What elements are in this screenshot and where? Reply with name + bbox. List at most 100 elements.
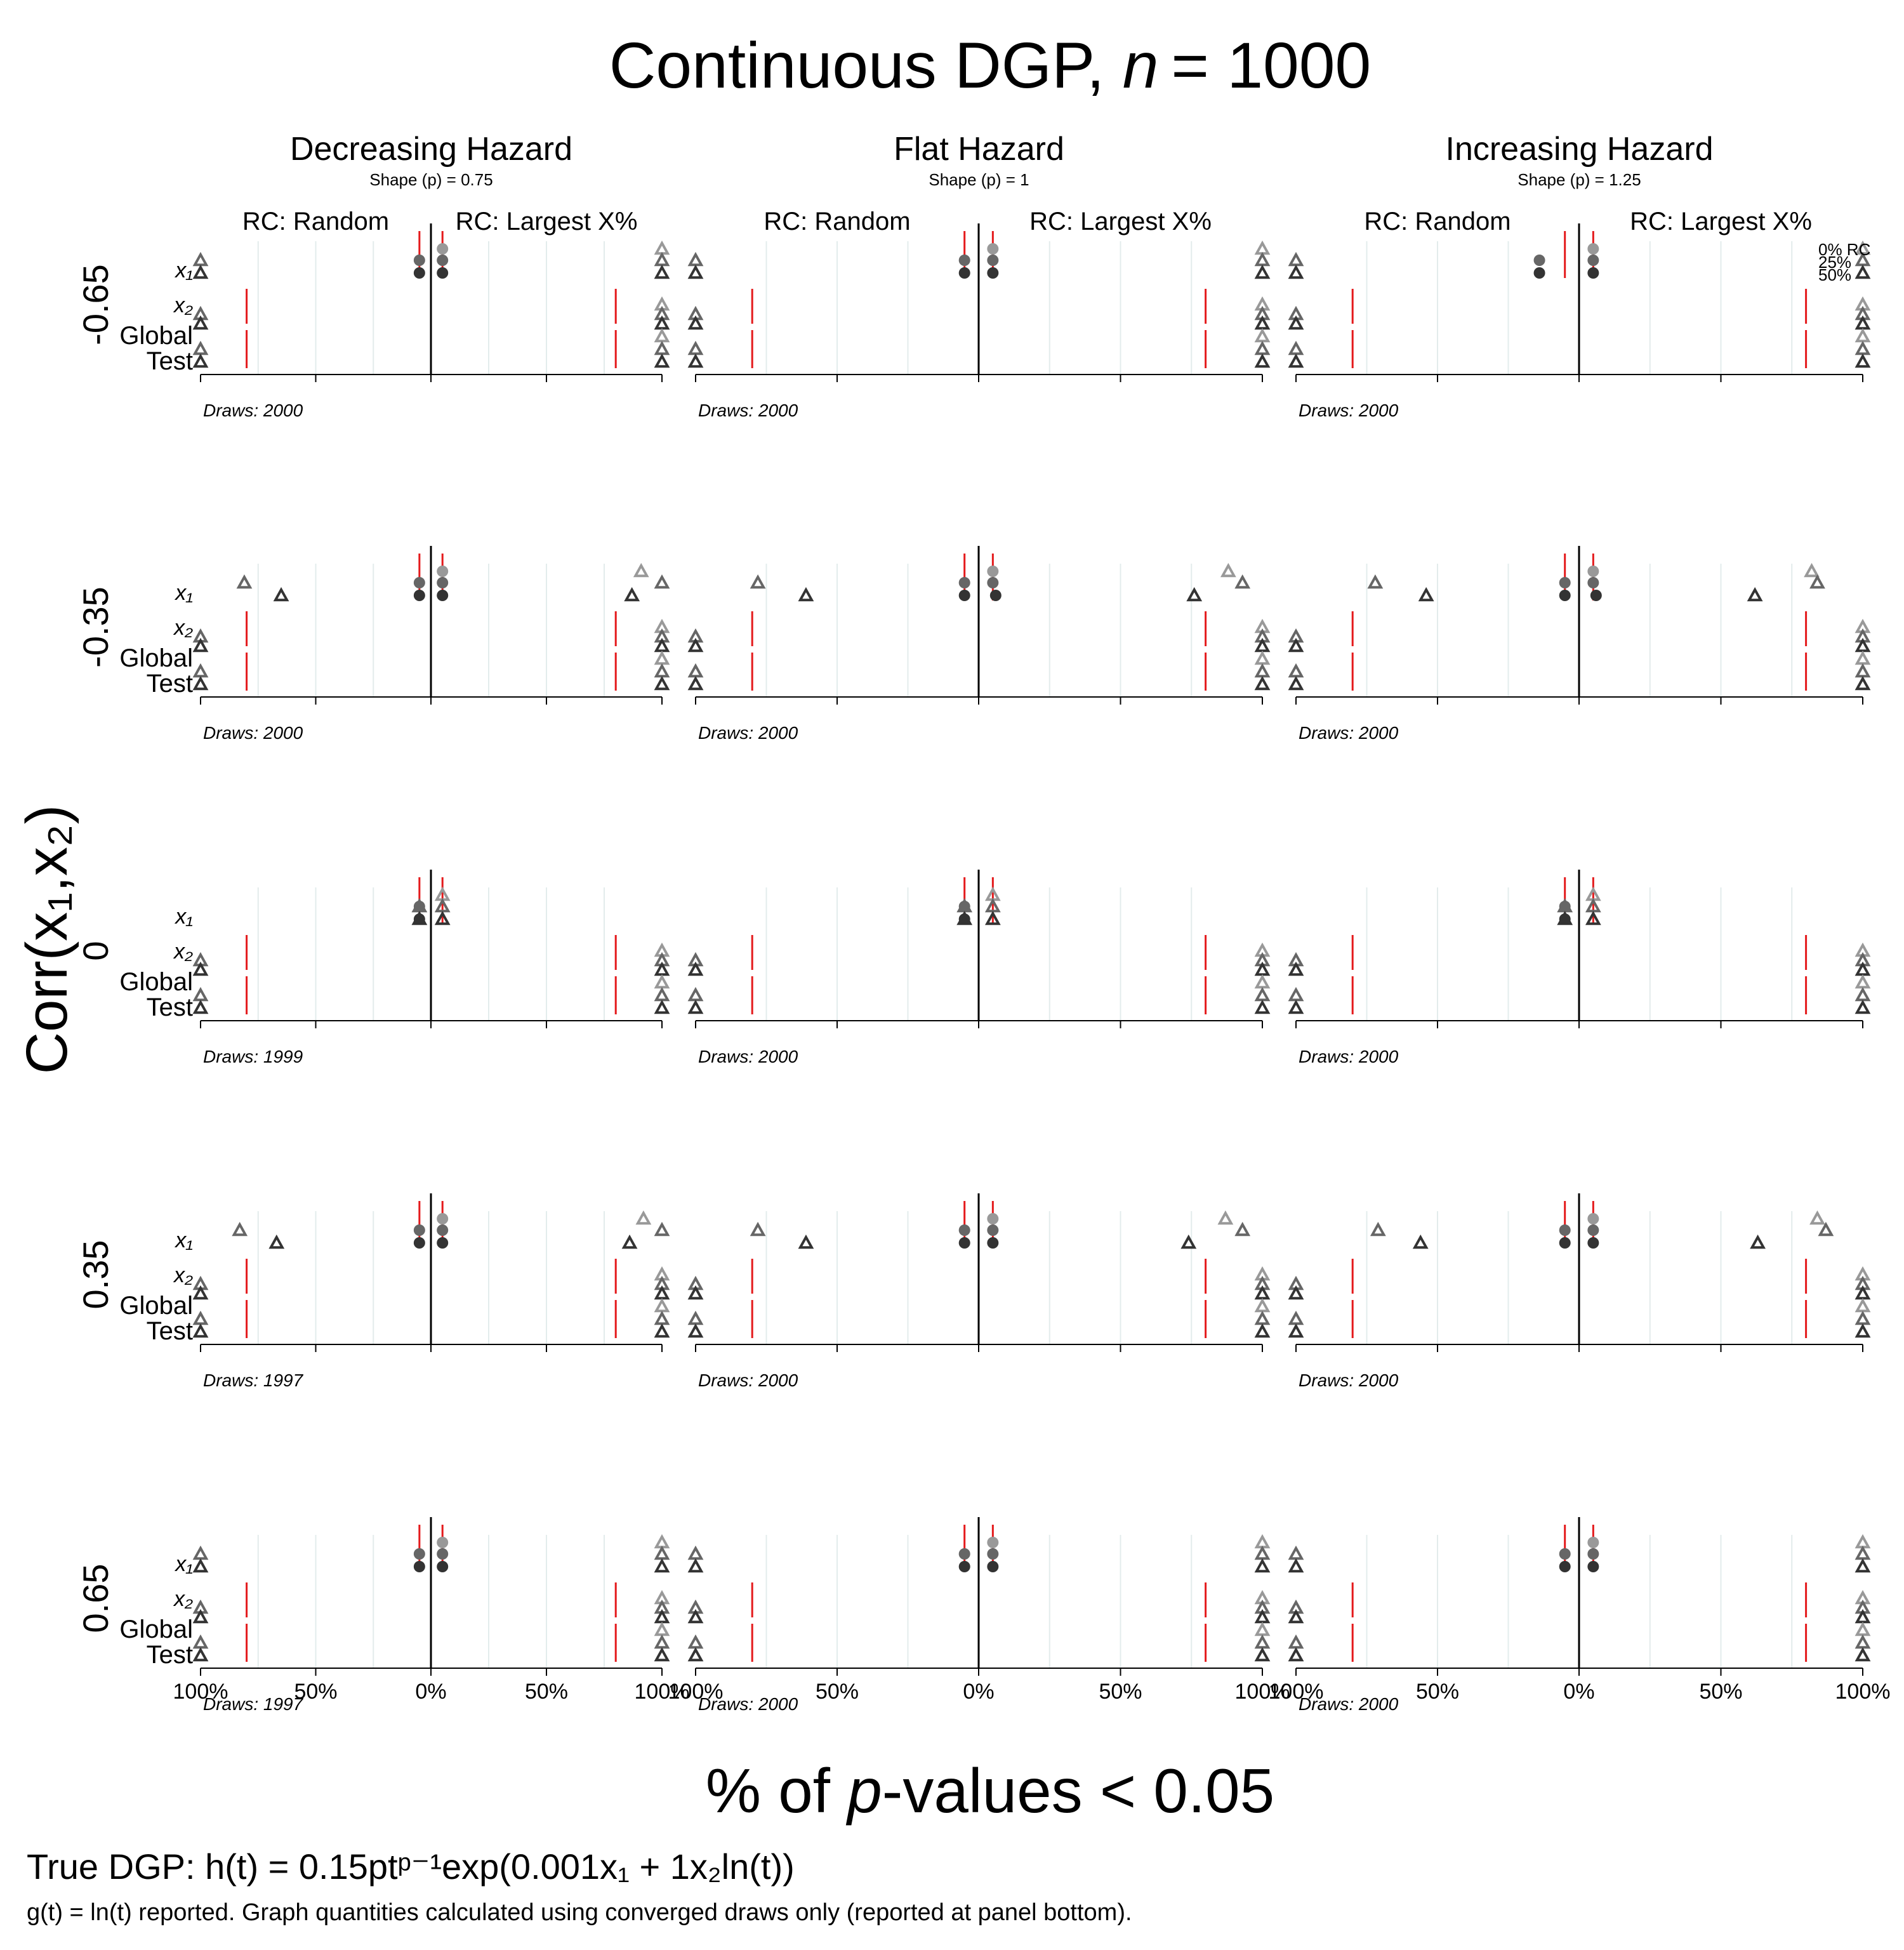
- panel: Draws: 2000: [1288, 223, 1871, 420]
- x1-point-largest: [437, 1537, 449, 1548]
- tick-label: 100%: [1835, 1680, 1891, 1704]
- row-label: Global: [119, 1615, 193, 1643]
- x2-triangle-largest: [1254, 1323, 1271, 1338]
- x2-triangle-random: [192, 1310, 209, 1325]
- x2-triangle-random: [1288, 315, 1304, 330]
- x1-point-random: [413, 1237, 425, 1249]
- x2-triangle-largest: [1254, 1634, 1271, 1649]
- footnote-note: g(t) = ln(t) reported. Graph quantities …: [27, 1899, 1132, 1926]
- x1-triangle-largest: [1254, 240, 1271, 255]
- x1-point-largest: [437, 1561, 449, 1572]
- x1-triangle-random: [232, 1221, 248, 1237]
- tick-label: 100%: [635, 1680, 690, 1704]
- x2-triangle-random: [687, 340, 704, 355]
- x1-triangle-random: [956, 910, 973, 925]
- x2-triangle-random: [192, 1323, 209, 1338]
- x1-point-largest: [987, 1213, 999, 1224]
- panel: Draws: 2000: [1288, 546, 1871, 743]
- draws-label: Draws: 2000: [698, 1047, 798, 1066]
- x1-point-largest: [1590, 590, 1602, 601]
- draws-label: Draws: 2000: [1299, 723, 1399, 743]
- x2-triangle-largest: [1854, 650, 1871, 665]
- x1-triangle-random: [687, 251, 704, 267]
- x2-triangle-random: [192, 1285, 209, 1300]
- panel: Draws: 1997: [192, 1517, 670, 1714]
- x1-point-largest: [437, 255, 449, 266]
- x2-triangle-largest: [1854, 1297, 1871, 1313]
- x1-triangle-random: [192, 264, 209, 279]
- x1-triangle-random: [798, 1234, 814, 1249]
- x1-triangle-random: [1418, 587, 1434, 602]
- tick-label: 100%: [173, 1680, 228, 1704]
- corr-value-label: -0.35: [76, 587, 116, 668]
- x2-triangle-random: [192, 353, 209, 368]
- footnote-dgp: True DGP: h(t) = 0.15ptᵖ⁻¹exp(0.001x₁ + …: [27, 1847, 795, 1887]
- x1-triangle-random: [1288, 251, 1304, 267]
- draws-label: Draws: 2000: [1299, 401, 1399, 420]
- x1-point-largest: [1587, 577, 1599, 588]
- x2-triangle-largest: [1854, 1634, 1871, 1649]
- x2-triangle-random: [687, 961, 704, 976]
- x2-triangle-random: [687, 353, 704, 368]
- row-label: x₂: [173, 616, 193, 640]
- legend-item: 25%: [1818, 253, 1851, 272]
- x1-point-largest: [987, 566, 999, 577]
- x1-triangle-random: [411, 910, 428, 925]
- draws-label: Draws: 2000: [1299, 1694, 1399, 1714]
- x1-point-random: [1559, 590, 1571, 601]
- x1-point-largest: [1587, 1561, 1599, 1572]
- x2-triangle-largest: [654, 675, 670, 691]
- x2-triangle-largest: [1254, 974, 1271, 989]
- x2-triangle-largest: [1854, 1310, 1871, 1325]
- x2-triangle-largest: [1254, 1297, 1271, 1313]
- x2-triangle-random: [687, 986, 704, 1002]
- x1-triangle-largest: [1750, 1234, 1766, 1249]
- x2-triangle-random: [192, 1608, 209, 1624]
- x1-triangle-random: [192, 1558, 209, 1573]
- title-prefix: Continuous DGP,: [609, 29, 1123, 102]
- panel: Draws: 2000: [687, 223, 1271, 420]
- x2-triangle-random: [687, 1608, 704, 1624]
- x1-point-largest: [437, 243, 449, 255]
- x1-point-largest: [987, 1237, 999, 1249]
- x2-triangle-largest: [654, 974, 670, 989]
- x2-triangle-largest: [654, 1647, 670, 1662]
- x-axis-title-p: p: [845, 1756, 882, 1826]
- x1-point-largest: [987, 1224, 999, 1236]
- x1-triangle-largest: [1234, 1221, 1251, 1237]
- x1-point-random: [1559, 1237, 1571, 1249]
- x1-triangle-random: [750, 1221, 766, 1237]
- x1-triangle-random: [1367, 574, 1384, 589]
- x1-point-largest: [987, 577, 999, 588]
- tick-label: 100%: [1235, 1680, 1290, 1704]
- x1-point-largest: [1587, 1237, 1599, 1249]
- corr-value-label: -0.65: [76, 264, 116, 345]
- x2-triangle-random: [192, 986, 209, 1002]
- x1-triangle-random: [750, 574, 766, 589]
- x1-point-random: [413, 267, 425, 279]
- x2-triangle-random: [687, 675, 704, 691]
- x2-triangle-largest: [1254, 328, 1271, 343]
- tick-label: 50%: [1416, 1680, 1459, 1704]
- x1-triangle-random: [236, 574, 253, 589]
- column-headers: Decreasing Hazard Shape (p) = 0.75 RC: Ran…: [242, 131, 1870, 284]
- x1-point-random: [958, 267, 970, 279]
- x2-triangle-largest: [1854, 675, 1871, 691]
- x1-point-random: [413, 1224, 425, 1236]
- x1-triangle-largest: [1254, 264, 1271, 279]
- x1-triangle-largest: [434, 910, 451, 925]
- x2-triangle-random: [687, 637, 704, 653]
- x1-point-random: [958, 590, 970, 601]
- x2-triangle-largest: [654, 353, 670, 368]
- x2-triangle-largest: [1854, 974, 1871, 989]
- x1-triangle-random: [1288, 1545, 1304, 1560]
- x1-triangle-largest: [1818, 1221, 1834, 1237]
- x2-triangle-random: [1288, 353, 1304, 368]
- x1-triangle-largest: [1220, 562, 1236, 578]
- draws-label: Draws: 1999: [203, 1047, 303, 1066]
- x1-triangle-largest: [1180, 1234, 1197, 1249]
- x1-point-random: [1533, 255, 1545, 266]
- row-label: Global: [119, 968, 193, 996]
- x1-triangle-largest: [1217, 1210, 1234, 1225]
